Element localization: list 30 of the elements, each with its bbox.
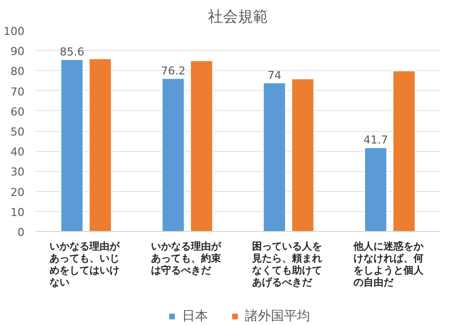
y-tick-label: 100 bbox=[4, 25, 25, 38]
y-tick-label: 0 bbox=[18, 226, 24, 239]
x-tick-label: いかなる理由があっても、約束は守るべきだ bbox=[150, 240, 222, 276]
x-tick-label: いかなる理由があっても、いじめをしてはいけない bbox=[50, 240, 121, 288]
y-tick-label: 90 bbox=[10, 45, 25, 58]
bar bbox=[162, 78, 185, 232]
x-tick-label: 他人に迷惑をかけなければ、何をしようと個人の自由だ bbox=[352, 240, 424, 288]
y-tick-label: 70 bbox=[10, 85, 25, 98]
legend-label: 日本 bbox=[182, 308, 208, 325]
bar bbox=[392, 70, 416, 232]
bar bbox=[364, 147, 388, 232]
y-tick-label: 20 bbox=[10, 186, 25, 199]
y-tick-label: 40 bbox=[10, 146, 25, 159]
legend-label: 諸外国平均 bbox=[245, 308, 310, 325]
x-tick-label: 困っている人を見たら、頼まれなくても助けてあげるべきだ bbox=[251, 240, 322, 288]
data-label: 76.2 bbox=[160, 64, 186, 78]
y-tick-label: 50 bbox=[10, 126, 25, 138]
data-label: 41.7 bbox=[363, 134, 388, 147]
y-tick-label: 30 bbox=[10, 166, 25, 179]
chart-title: 社会規範 bbox=[208, 8, 268, 26]
data-label: 74 bbox=[267, 68, 282, 82]
bar bbox=[88, 58, 112, 232]
bar bbox=[60, 58, 84, 232]
y-tick-label: 80 bbox=[10, 65, 25, 78]
y-tick-label: 60 bbox=[10, 105, 25, 118]
bar bbox=[190, 60, 214, 232]
y-tick-label: 10 bbox=[10, 206, 25, 219]
bar bbox=[262, 82, 286, 232]
bar bbox=[291, 78, 314, 232]
data-label: 85.6 bbox=[60, 45, 84, 58]
